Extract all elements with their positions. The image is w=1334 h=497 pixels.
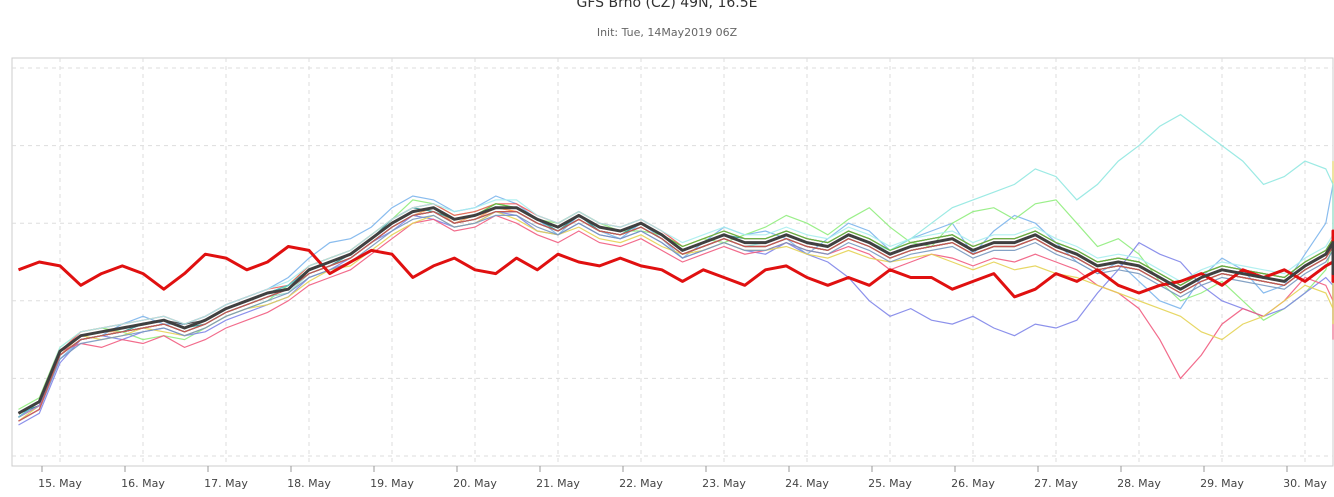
x-tick-label: 21. May [536,477,580,490]
x-tick-label: 15. May [38,477,82,490]
x-tick-label: 16. May [121,477,165,490]
chart-title: GFS Brno (CZ) 49N, 16.5E [576,0,758,11]
x-tick-label: 22. May [619,477,663,490]
x-tick-label: 26. May [951,477,995,490]
ensemble-member-line-1 [18,184,1334,422]
plot-frame [11,57,1334,467]
x-axis: 15. May 16. May 17. May 18. May 19. May 20. M… [38,466,1327,490]
x-tick-label: 18. May [287,477,331,490]
x-tick-label: 19. May [370,477,414,490]
ensemble-member-line-6 [18,161,1334,422]
x-tick-label: 25. May [868,477,912,490]
chart-subtitle: Init: Tue, 14May2019 06Z [596,26,738,39]
x-tick-label: 17. May [204,477,248,490]
ensemble-mean-line [17,206,1334,415]
x-tick-label: 20. May [453,477,497,490]
ensemble-member-line-12 [18,199,1334,418]
x-tick-label: 23. May [702,477,746,490]
ensemble-member-line-5 [18,214,1334,418]
x-tick-label: 24. May [785,477,829,490]
x-tick-label: 28. May [1117,477,1161,490]
x-tick-label: 27. May [1034,477,1078,490]
x-tick-label: 30. May [1283,477,1327,490]
main-run-line [17,229,1334,299]
main-series [17,206,1334,415]
grid [11,57,1334,467]
x-tick-label: 29. May [1200,477,1244,490]
ensemble-member-line-8 [18,203,1334,414]
